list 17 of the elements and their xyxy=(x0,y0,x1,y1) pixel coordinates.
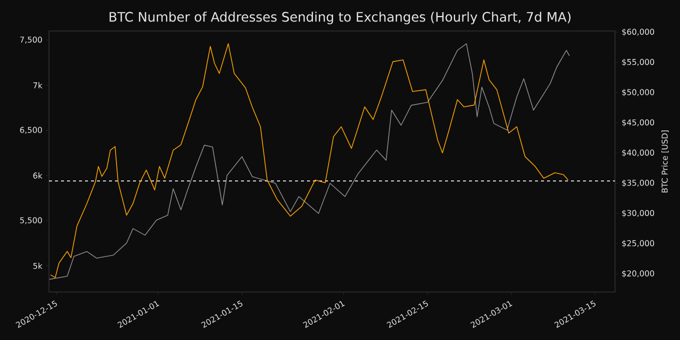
y2-tick-label: $50,000 xyxy=(622,89,654,96)
y-tick-label: 5,500 xyxy=(20,217,42,224)
y2-axis-title: BTC Price [USD] xyxy=(662,130,669,192)
chart-title: BTC Number of Addresses Sending to Exchanges (Hourly Chart, 7d MA) xyxy=(110,12,571,24)
y-tick-label: 6k xyxy=(33,172,42,179)
y2-tick-label: $25,000 xyxy=(622,240,654,248)
y2-tick-label: $30,000 xyxy=(622,210,654,218)
y-tick-label: 6,500 xyxy=(20,126,42,134)
y2-tick-label: $55,000 xyxy=(622,58,654,66)
y-tick-label: 7k xyxy=(33,82,42,88)
y2-tick-label: $45,000 xyxy=(622,119,654,126)
y-tick-label: 7,500 xyxy=(20,36,42,44)
y2-tick-label: $40,000 xyxy=(622,149,654,157)
y2-tick-label: $35,000 xyxy=(622,180,654,187)
y2-tick-label: $60,000 xyxy=(622,28,654,36)
y-tick-label: 5k xyxy=(33,262,42,269)
y2-tick-label: $20,000 xyxy=(622,270,654,278)
